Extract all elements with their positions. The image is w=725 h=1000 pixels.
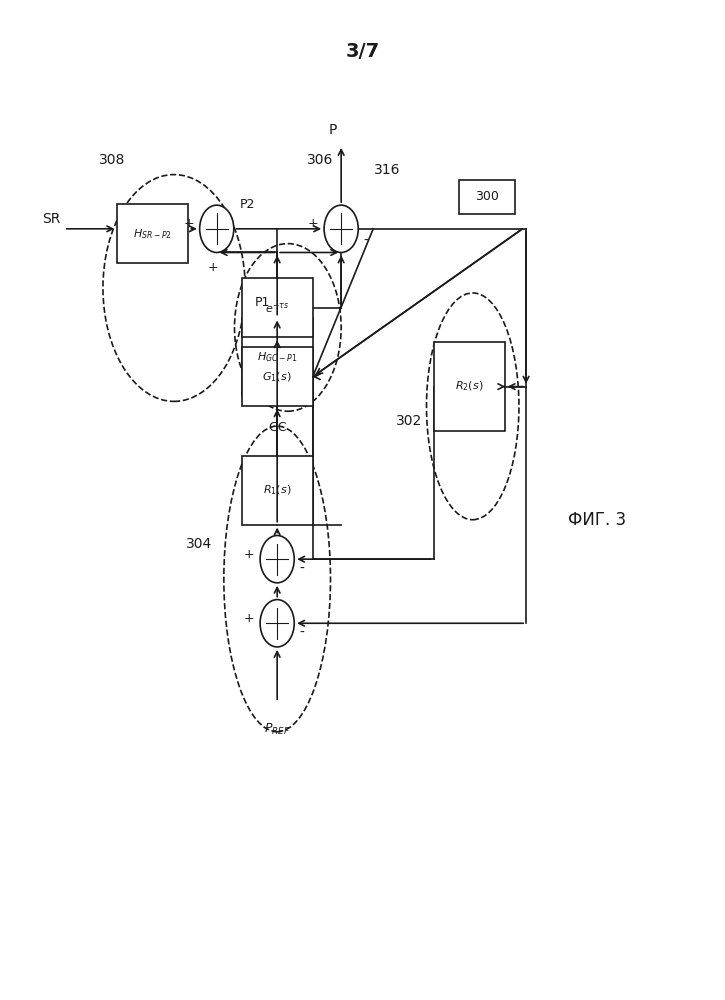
FancyBboxPatch shape: [241, 318, 312, 396]
Text: -: -: [299, 562, 304, 576]
Text: 304: 304: [186, 537, 212, 551]
Text: 302: 302: [396, 414, 422, 428]
Text: 306: 306: [307, 153, 333, 167]
Text: $R_2(s)$: $R_2(s)$: [455, 380, 484, 393]
Circle shape: [199, 205, 233, 252]
Text: $e^{-\tau s}$: $e^{-\tau s}$: [265, 301, 289, 315]
Text: $H_{GC-P1}$: $H_{GC-P1}$: [257, 350, 297, 364]
Text: SR: SR: [42, 212, 60, 226]
Text: P2: P2: [239, 198, 255, 211]
Text: $H_{SR-P2}$: $H_{SR-P2}$: [133, 227, 173, 241]
Text: 308: 308: [99, 153, 125, 167]
Circle shape: [260, 600, 294, 647]
Text: ФИГ. 3: ФИГ. 3: [568, 511, 626, 529]
Text: +: +: [208, 261, 218, 274]
Text: +: +: [183, 217, 194, 230]
Text: $P_{REF}$: $P_{REF}$: [264, 722, 290, 737]
Text: +: +: [244, 548, 254, 561]
FancyBboxPatch shape: [117, 204, 188, 263]
Text: +: +: [308, 217, 319, 230]
Text: 300: 300: [475, 190, 499, 203]
Text: +: +: [244, 612, 254, 625]
Text: -: -: [363, 234, 368, 248]
Text: P1: P1: [254, 296, 270, 309]
Circle shape: [324, 205, 358, 252]
Text: P: P: [328, 123, 337, 137]
Text: 3/7: 3/7: [345, 42, 380, 61]
Text: $G_1(s)$: $G_1(s)$: [262, 370, 292, 384]
FancyBboxPatch shape: [241, 347, 312, 406]
Text: GC: GC: [268, 421, 286, 434]
Text: $R_1(s)$: $R_1(s)$: [263, 483, 291, 497]
FancyBboxPatch shape: [241, 456, 312, 525]
Text: 316: 316: [374, 163, 401, 177]
Circle shape: [260, 536, 294, 583]
FancyBboxPatch shape: [434, 342, 505, 431]
Text: -: -: [299, 626, 304, 640]
FancyBboxPatch shape: [241, 278, 312, 337]
FancyBboxPatch shape: [458, 180, 515, 214]
